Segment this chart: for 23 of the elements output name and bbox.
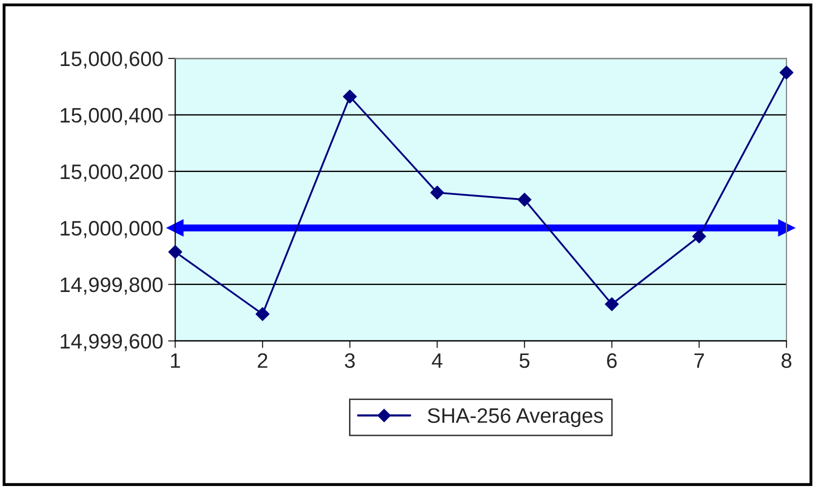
x-tick-label: 1: [171, 353, 180, 368]
y-tick-label: 15,000,000: [60, 220, 163, 238]
y-tick-label: 15,000,200: [60, 164, 163, 182]
point: [518, 192, 532, 207]
x-tick-label: 2: [258, 353, 268, 368]
point: [430, 186, 444, 200]
x-tick-label: 4: [432, 353, 442, 368]
point: [692, 229, 706, 244]
y-tick-label: 15,000,400: [60, 108, 163, 126]
point: [780, 66, 794, 80]
x-tick-label: 6: [607, 353, 617, 368]
point: [604, 297, 619, 312]
y-tick-label: 14,999,600: [60, 334, 163, 352]
x-tick-label: 7: [694, 353, 704, 368]
point: [342, 90, 357, 104]
point: [256, 307, 270, 322]
x-tick-label: 5: [520, 353, 530, 368]
x-tick-label: 3: [344, 353, 355, 368]
legend-label: SHA-256 Averages: [428, 408, 603, 428]
y-tick-label: 14,999,800: [60, 277, 163, 295]
x-tick-label: 8: [782, 353, 792, 368]
point: [168, 244, 182, 259]
y-tick-label: 15,000,600: [60, 51, 163, 69]
